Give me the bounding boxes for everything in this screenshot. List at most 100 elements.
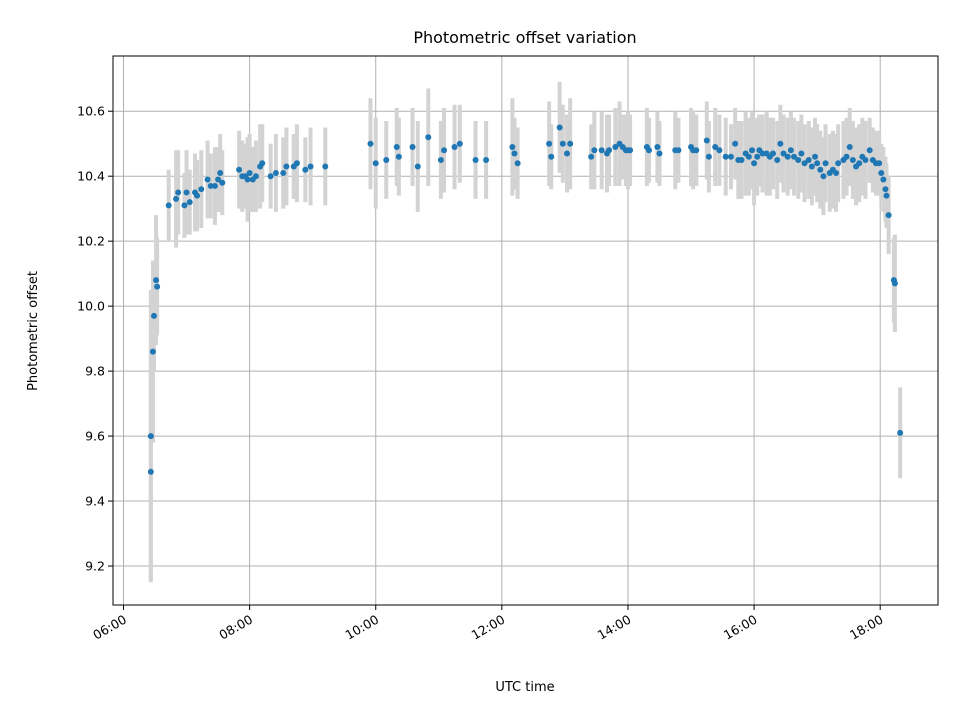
data-point [437, 156, 444, 163]
data-point [564, 150, 571, 157]
data-point [801, 160, 808, 167]
data-point [175, 189, 182, 196]
data-point [414, 163, 421, 170]
data-point [812, 153, 819, 160]
data-point [780, 150, 787, 157]
plot-frame [112, 55, 939, 606]
data-point [302, 166, 309, 173]
data-point [217, 169, 224, 176]
data-point [293, 160, 300, 167]
data-point [173, 195, 180, 202]
data-point [395, 153, 402, 160]
data-point [425, 134, 432, 141]
data-point [267, 173, 274, 180]
data-point [675, 147, 682, 154]
data-point [897, 429, 904, 436]
y-tick-label: 10.4 [77, 169, 105, 184]
data-point [805, 156, 812, 163]
data-point [727, 153, 734, 160]
data-point [645, 147, 652, 154]
data-point [774, 156, 781, 163]
data-point [149, 348, 156, 355]
data-point [383, 156, 390, 163]
data-point [591, 147, 598, 154]
data-point [693, 147, 700, 154]
data-point [372, 160, 379, 167]
data-point [204, 176, 211, 183]
data-point [219, 179, 226, 186]
data-point [754, 153, 761, 160]
data-point [891, 280, 898, 287]
data-point [147, 468, 154, 475]
data-point [483, 156, 490, 163]
data-point [814, 160, 821, 167]
data-point [722, 153, 729, 160]
data-point [846, 143, 853, 150]
data-point [181, 202, 188, 209]
data-point [784, 153, 791, 160]
data-point [770, 150, 776, 157]
data-point [509, 143, 516, 150]
data-point [777, 140, 784, 147]
data-point [732, 140, 739, 147]
data-point [656, 150, 663, 157]
data-point [808, 163, 815, 170]
data-point [367, 140, 374, 147]
data-point [738, 156, 745, 163]
data-point [514, 160, 521, 167]
data-point [748, 147, 755, 154]
data-point [703, 137, 710, 144]
data-point [215, 176, 222, 183]
data-point [307, 163, 314, 170]
data-point [183, 189, 190, 196]
data-point [472, 156, 479, 163]
data-point [833, 169, 840, 176]
data-point [862, 156, 869, 163]
data-point [165, 202, 172, 209]
data-point [259, 160, 266, 167]
data-point [211, 182, 218, 189]
data-point [606, 147, 613, 154]
data-point [154, 283, 161, 290]
y-tick-label: 9.6 [85, 429, 105, 444]
data-point [849, 156, 856, 163]
data-point [822, 160, 829, 167]
data-point [322, 163, 329, 170]
data-point [716, 147, 723, 154]
data-point [795, 156, 802, 163]
data-point [820, 173, 827, 180]
data-point [882, 186, 889, 193]
y-tick-label: 10.0 [77, 299, 105, 314]
y-axis-ticks: 9.2 9.4 9.6 9.8 10.0 10.2 10.4 10.6 [77, 104, 113, 574]
data-point [546, 140, 553, 147]
data-point [194, 192, 201, 199]
data-point [246, 169, 253, 176]
data-point [153, 277, 160, 284]
data-point [236, 166, 243, 173]
data-point [878, 169, 885, 176]
data-point [451, 143, 458, 150]
data-point [791, 153, 798, 160]
data-point [207, 182, 214, 189]
data-point [556, 124, 563, 131]
data-point [280, 169, 287, 176]
data-point [456, 140, 463, 147]
data-point [393, 143, 400, 150]
y-axis-label: Photometric offset [26, 271, 41, 391]
chart-title: Photometric offset variation [413, 28, 636, 47]
data-point [876, 160, 883, 167]
data-point [759, 150, 766, 157]
data-point [511, 150, 518, 157]
data-point [745, 153, 752, 160]
data-point [654, 143, 661, 150]
data-point [712, 143, 719, 150]
data-point [856, 160, 863, 167]
data-point [705, 153, 712, 160]
data-point [441, 147, 448, 154]
data-point [598, 147, 605, 154]
data-point [817, 166, 824, 173]
data-point [147, 433, 154, 440]
data-point [559, 140, 566, 147]
data-point [588, 153, 595, 160]
